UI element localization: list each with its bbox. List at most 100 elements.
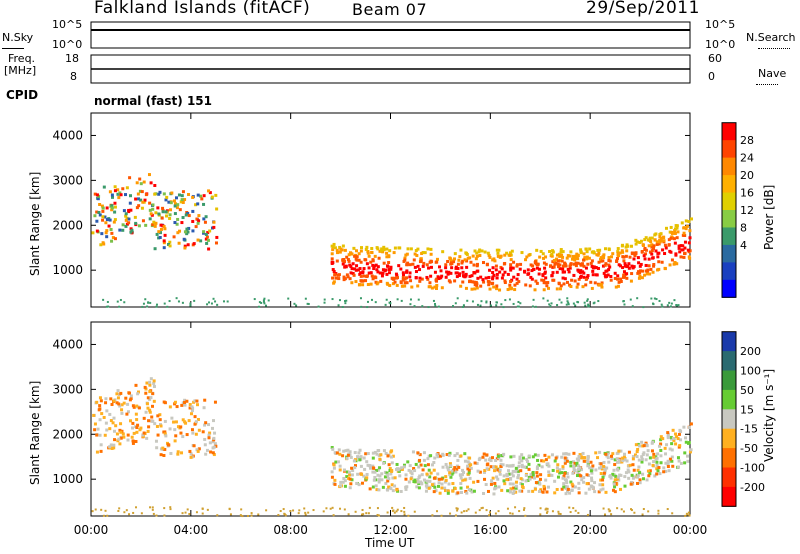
ground-scatter-cell [620, 508, 623, 511]
backscatter-cell [95, 400, 99, 404]
backscatter-cell [472, 280, 476, 284]
backscatter-cell [460, 473, 464, 477]
backscatter-cell [491, 266, 495, 270]
backscatter-cell [677, 432, 681, 436]
backscatter-cell [527, 462, 531, 466]
backscatter-cell [169, 201, 173, 205]
backscatter-cell [646, 469, 650, 473]
backscatter-cell [196, 193, 200, 197]
backscatter-cell [509, 268, 513, 272]
backscatter-cell [622, 259, 626, 263]
backscatter-cell [616, 475, 620, 479]
backscatter-cell [134, 383, 138, 387]
backscatter-cell [397, 469, 401, 473]
backscatter-cell [582, 480, 586, 484]
backscatter-cell [136, 392, 140, 396]
backscatter-cell [625, 272, 629, 276]
backscatter-cell [179, 200, 183, 204]
backscatter-cell [137, 204, 141, 208]
backscatter-cell [619, 487, 623, 491]
backscatter-cell [412, 480, 416, 484]
x-tick-label: 16:00 [473, 523, 508, 537]
backscatter-cell [404, 487, 408, 491]
backscatter-cell [139, 198, 143, 202]
backscatter-cell [417, 486, 421, 490]
ground-scatter-cell [201, 507, 204, 510]
ground-scatter-cell [149, 301, 152, 304]
ground-scatter-cell [668, 301, 671, 304]
backscatter-cell [411, 262, 415, 266]
backscatter-cell [163, 419, 167, 423]
backscatter-cell [368, 466, 372, 470]
backscatter-cell [549, 264, 553, 268]
backscatter-cell [494, 468, 498, 472]
y-tick-label: 2000 [52, 427, 83, 441]
backscatter-cell [353, 466, 357, 470]
backscatter-cell [418, 279, 422, 283]
backscatter-cell [202, 231, 206, 235]
backscatter-cell [353, 451, 357, 455]
backscatter-cell [529, 475, 533, 479]
backscatter-cell [432, 476, 436, 480]
backscatter-cell [114, 424, 118, 428]
backscatter-cell [632, 257, 636, 261]
backscatter-cell [511, 491, 515, 495]
backscatter-cell [349, 271, 353, 275]
backscatter-cell [684, 219, 688, 223]
backscatter-cell [125, 412, 129, 416]
backscatter-cell [110, 193, 114, 197]
backscatter-cell [163, 401, 167, 405]
backscatter-cell [609, 275, 613, 279]
backscatter-cell [115, 432, 119, 436]
backscatter-cell [579, 263, 583, 267]
backscatter-cell [446, 272, 450, 276]
backscatter-cell [623, 458, 627, 462]
backscatter-cell [461, 478, 465, 482]
backscatter-cell [389, 450, 393, 454]
backscatter-cell [348, 277, 352, 281]
ground-scatter-cell [257, 513, 260, 516]
backscatter-cell [649, 240, 653, 244]
backscatter-cell [378, 457, 382, 461]
backscatter-cell [98, 433, 102, 437]
backscatter-cell [140, 206, 144, 210]
backscatter-cell [158, 413, 162, 417]
backscatter-cell [141, 200, 145, 204]
backscatter-cell [527, 475, 531, 479]
backscatter-cell [430, 483, 434, 487]
backscatter-cell [520, 459, 524, 463]
backscatter-cell [436, 455, 440, 459]
backscatter-cell [661, 437, 665, 441]
backscatter-cell [152, 381, 156, 385]
backscatter-cell [563, 478, 567, 482]
backscatter-cell [148, 390, 152, 394]
backscatter-cell [542, 459, 546, 463]
backscatter-cell [444, 462, 448, 466]
backscatter-cell [363, 467, 367, 471]
backscatter-cell [202, 406, 206, 410]
backscatter-cell [674, 253, 678, 257]
ground-scatter-cell [577, 511, 580, 514]
backscatter-cell [536, 458, 540, 462]
backscatter-cell [642, 254, 646, 258]
backscatter-cell [191, 195, 195, 199]
ground-scatter-cell [567, 301, 570, 304]
backscatter-cell [671, 436, 675, 440]
backscatter-cell [112, 416, 116, 420]
backscatter-cell [395, 488, 399, 492]
backscatter-cell [671, 428, 675, 432]
backscatter-cell [564, 452, 568, 456]
backscatter-cell [625, 459, 629, 463]
ground-scatter-cell [518, 510, 521, 513]
backscatter-cell [191, 431, 195, 435]
backscatter-cell [652, 262, 656, 266]
y-tick-label: 3000 [52, 173, 83, 187]
backscatter-cell [495, 272, 499, 276]
backscatter-cell [414, 270, 418, 274]
backscatter-cell [621, 275, 625, 279]
backscatter-cell [164, 198, 168, 202]
ground-scatter-cell [669, 305, 672, 308]
backscatter-cell [351, 272, 355, 276]
backscatter-cell [688, 236, 692, 240]
ground-scatter-cell [461, 305, 464, 308]
